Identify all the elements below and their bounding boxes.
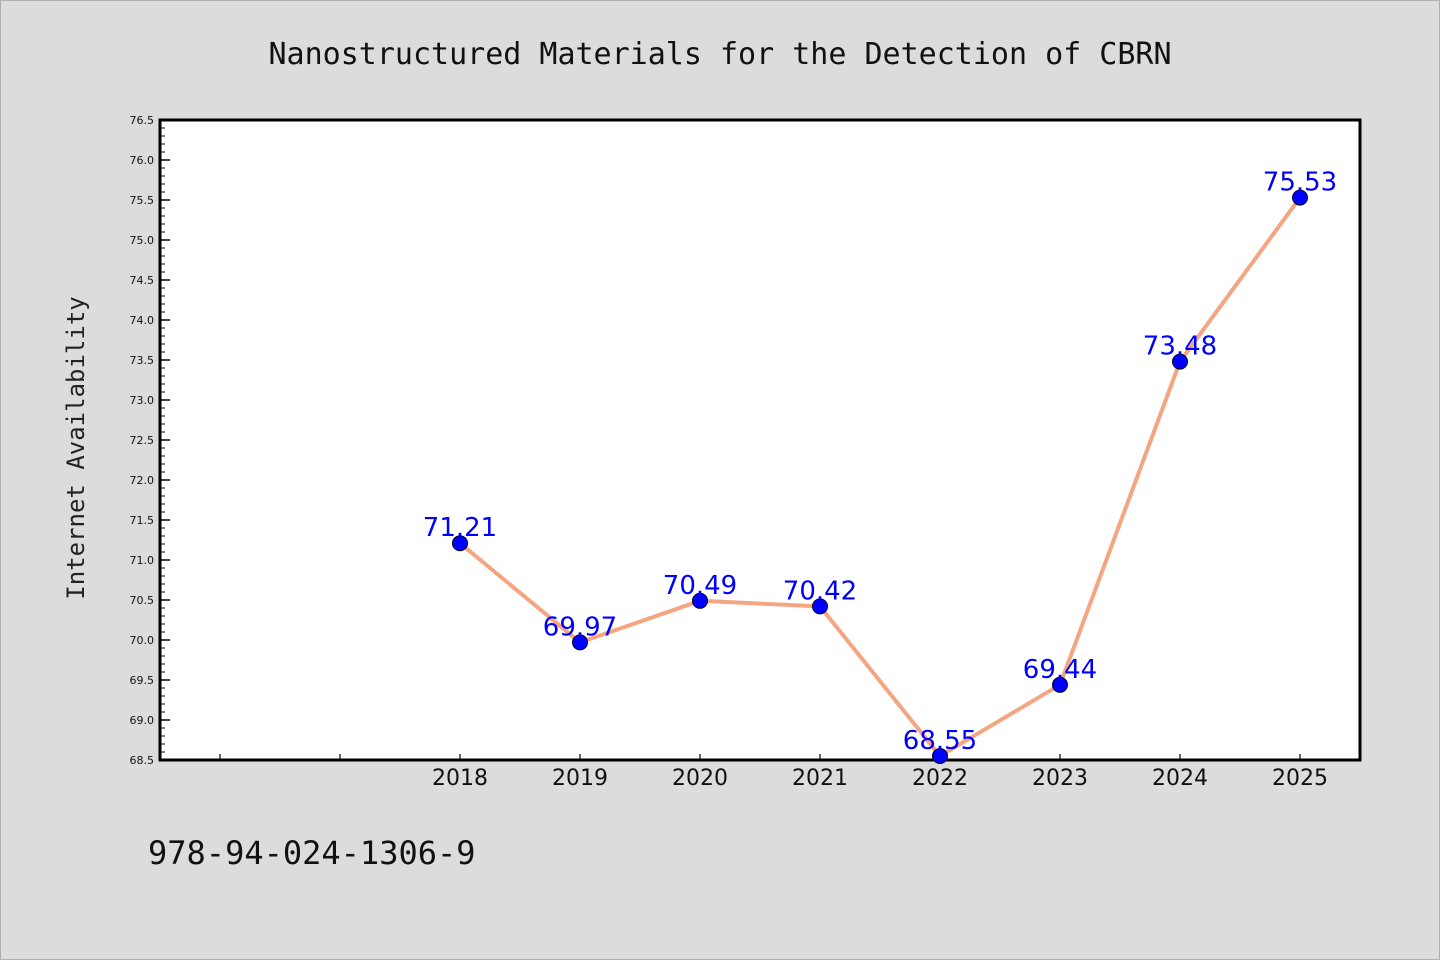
data-point bbox=[452, 535, 468, 552]
y-tick-label: 71.0 bbox=[130, 554, 155, 567]
data-point bbox=[812, 598, 828, 615]
y-tick-label: 73.5 bbox=[130, 354, 155, 367]
x-tick-label: 2020 bbox=[672, 766, 728, 791]
y-tick-label: 69.5 bbox=[130, 674, 155, 687]
data-point bbox=[1292, 189, 1308, 206]
series-layer: 71.21 69.97 70.49 70.42 68.55 69.44 73.48 75.53 bbox=[423, 168, 1337, 764]
data-point bbox=[932, 748, 948, 764]
data-label: 73.48 bbox=[1143, 332, 1217, 362]
x-tick-label: 2021 bbox=[792, 766, 848, 791]
data-label: 69.44 bbox=[1023, 655, 1097, 685]
x-tick-label: 2022 bbox=[912, 766, 968, 791]
y-tick-label: 75.0 bbox=[130, 234, 155, 247]
y-tick-label: 76.5 bbox=[130, 114, 155, 127]
x-tick-label: 2023 bbox=[1032, 766, 1088, 791]
y-tick-label: 70.0 bbox=[130, 634, 155, 647]
chart-title: Nanostructured Materials for the Detecti… bbox=[268, 37, 1171, 72]
data-point bbox=[572, 634, 588, 651]
data-point bbox=[1052, 676, 1068, 693]
plot-area bbox=[158, 118, 1362, 762]
data-label: 69.97 bbox=[543, 612, 617, 642]
y-tick-label: 69.0 bbox=[130, 714, 155, 727]
data-label: 70.49 bbox=[663, 571, 737, 601]
y-axis-label: Internet Availability bbox=[62, 296, 90, 599]
data-label: 68.55 bbox=[903, 726, 977, 756]
x-tick-label: 2019 bbox=[552, 766, 608, 791]
y-tick-label: 68.5 bbox=[130, 754, 155, 767]
y-tick-label: 72.0 bbox=[130, 474, 155, 487]
y-tick-label: 74.0 bbox=[130, 314, 155, 327]
y-tick-label: 76.0 bbox=[130, 154, 155, 167]
data-point bbox=[692, 592, 708, 609]
series-line bbox=[458, 196, 1302, 758]
x-tick-label: 2018 bbox=[432, 766, 488, 791]
y-tick-label: 72.5 bbox=[130, 434, 155, 447]
data-label: 75.53 bbox=[1263, 168, 1337, 198]
data-label: 70.42 bbox=[783, 576, 857, 606]
x-axis: 2018 2019 2020 2021 2022 2023 2024 2025 bbox=[219, 754, 1328, 791]
x-tick-label: 2024 bbox=[1152, 766, 1208, 791]
isbn-label: 978-94-024-1306-9 bbox=[148, 834, 476, 872]
y-tick-label: 74.5 bbox=[130, 274, 155, 287]
y-tick-label: 70.5 bbox=[130, 594, 155, 607]
y-tick-label: 73.0 bbox=[130, 394, 155, 407]
y-axis: 68.5 69.0 69.5 70.0 70.5 71.0 71.5 72.0 72.5 73.0… bbox=[130, 114, 170, 767]
data-label: 71.21 bbox=[423, 513, 497, 543]
x-tick-label: 2025 bbox=[1272, 766, 1328, 791]
data-point bbox=[1172, 353, 1188, 370]
y-tick-label: 75.5 bbox=[130, 194, 155, 207]
y-tick-label: 71.5 bbox=[130, 514, 155, 527]
